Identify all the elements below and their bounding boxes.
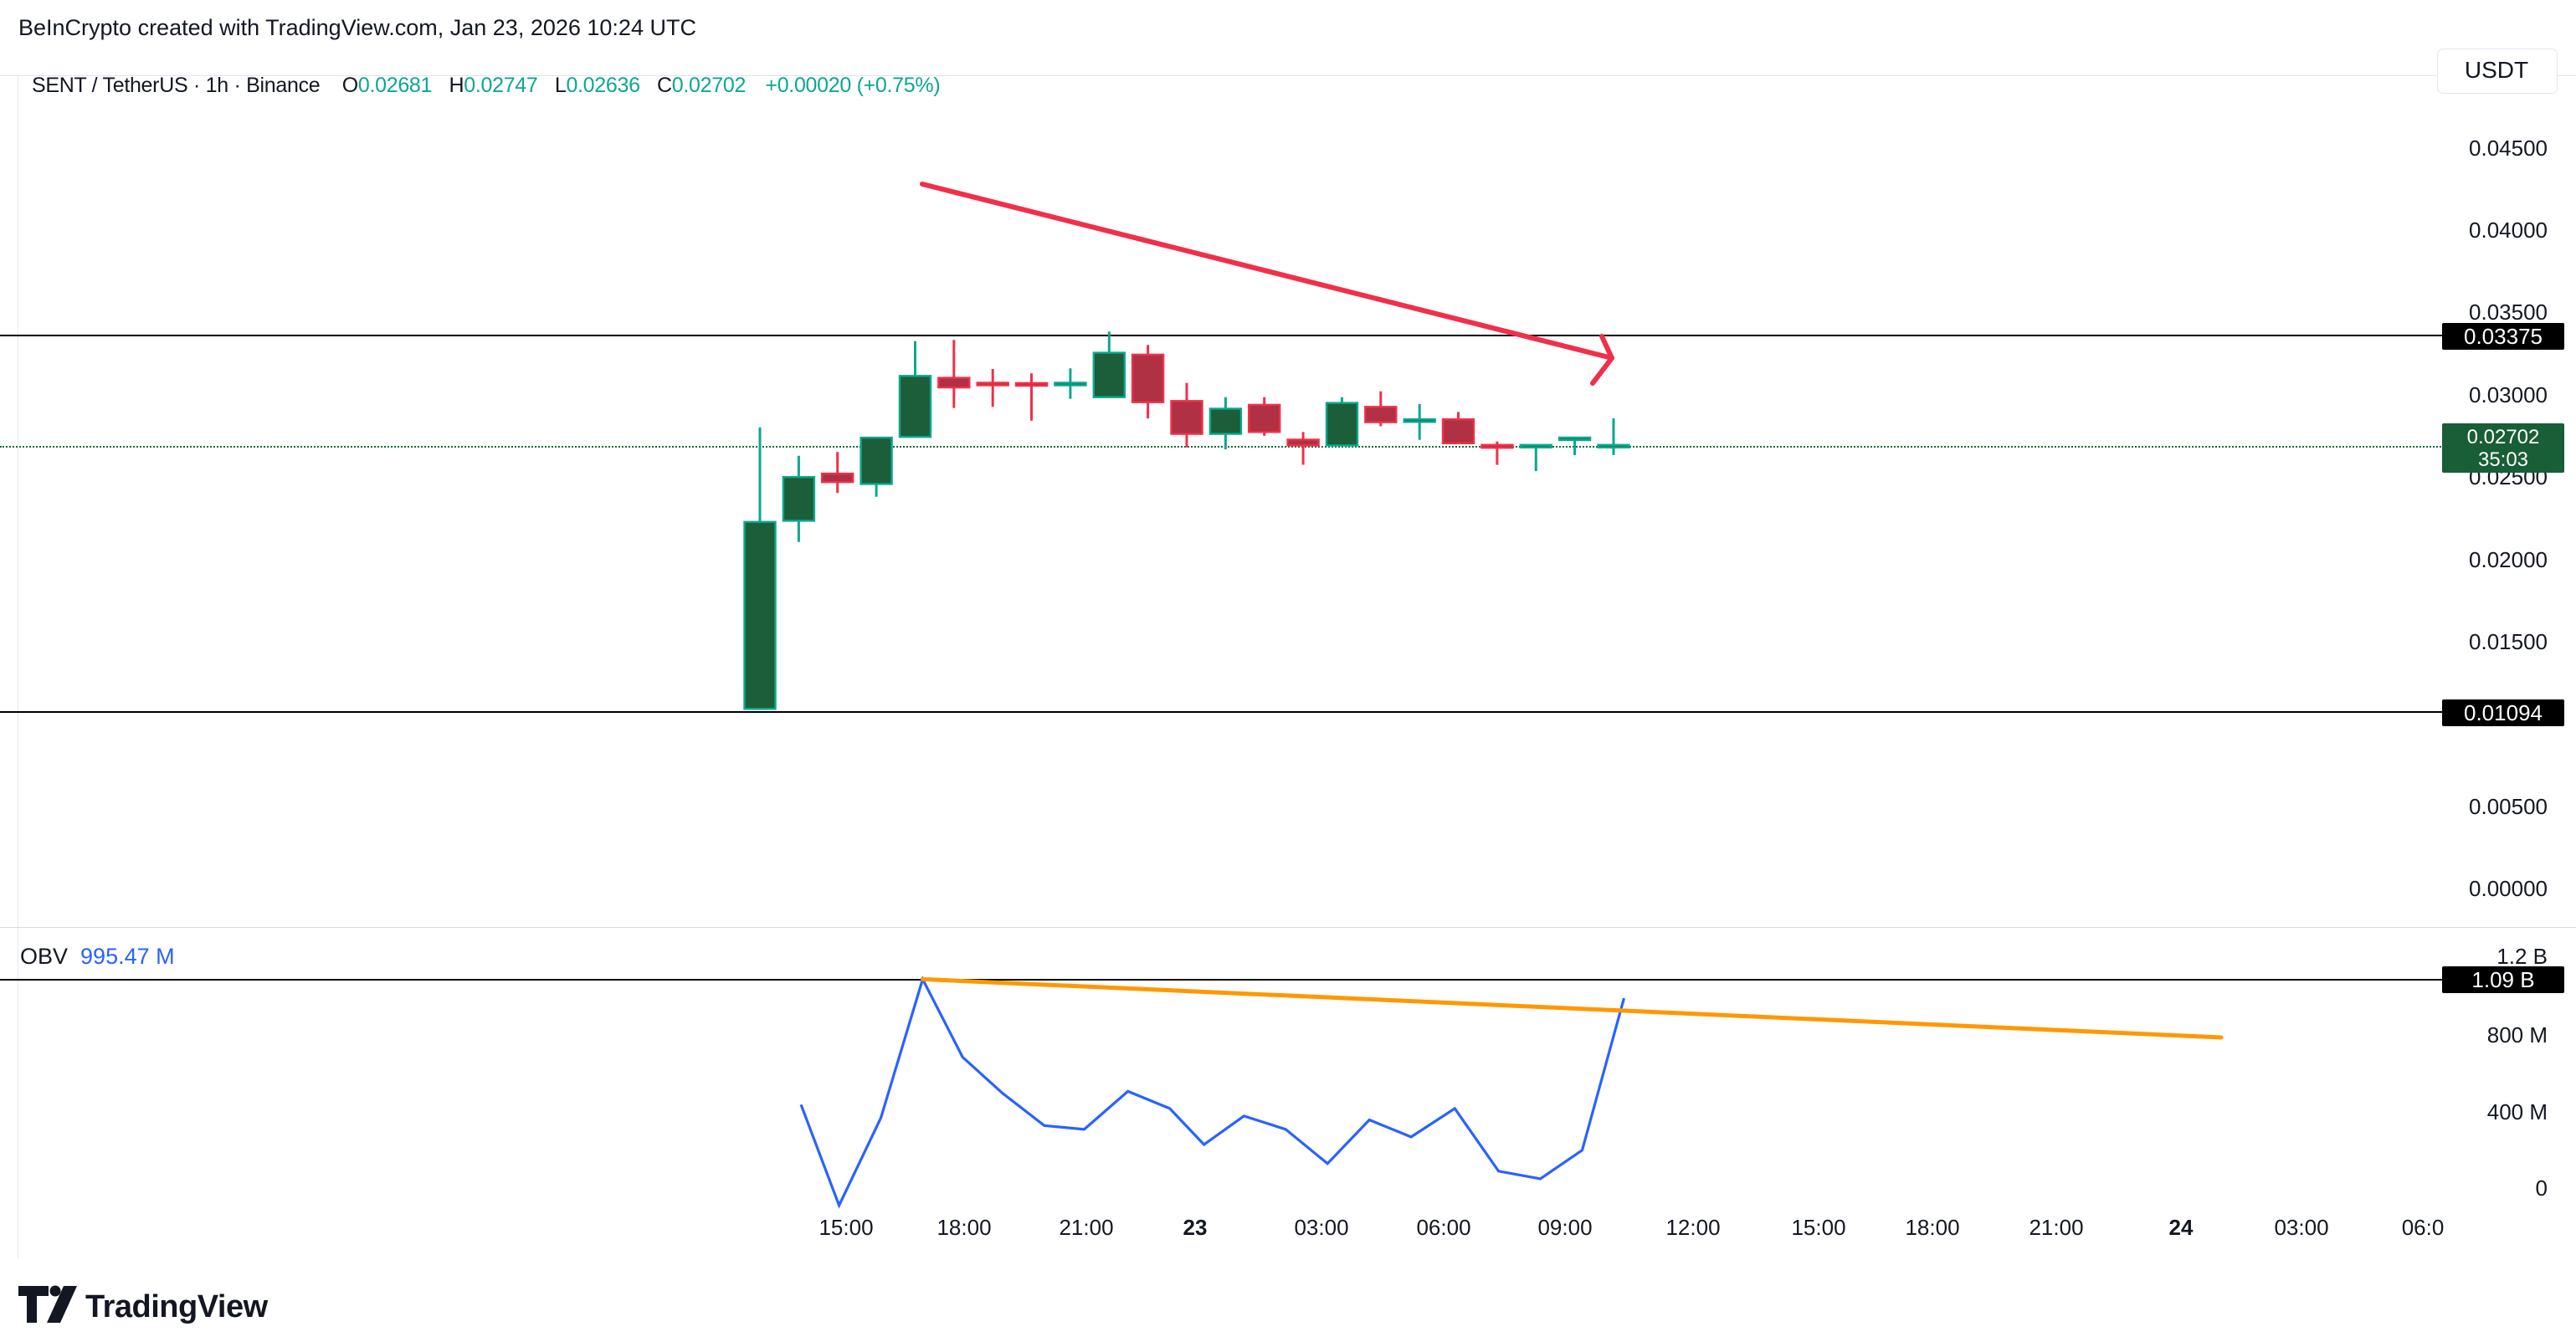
svg-text:TradingView: TradingView (85, 1289, 269, 1324)
